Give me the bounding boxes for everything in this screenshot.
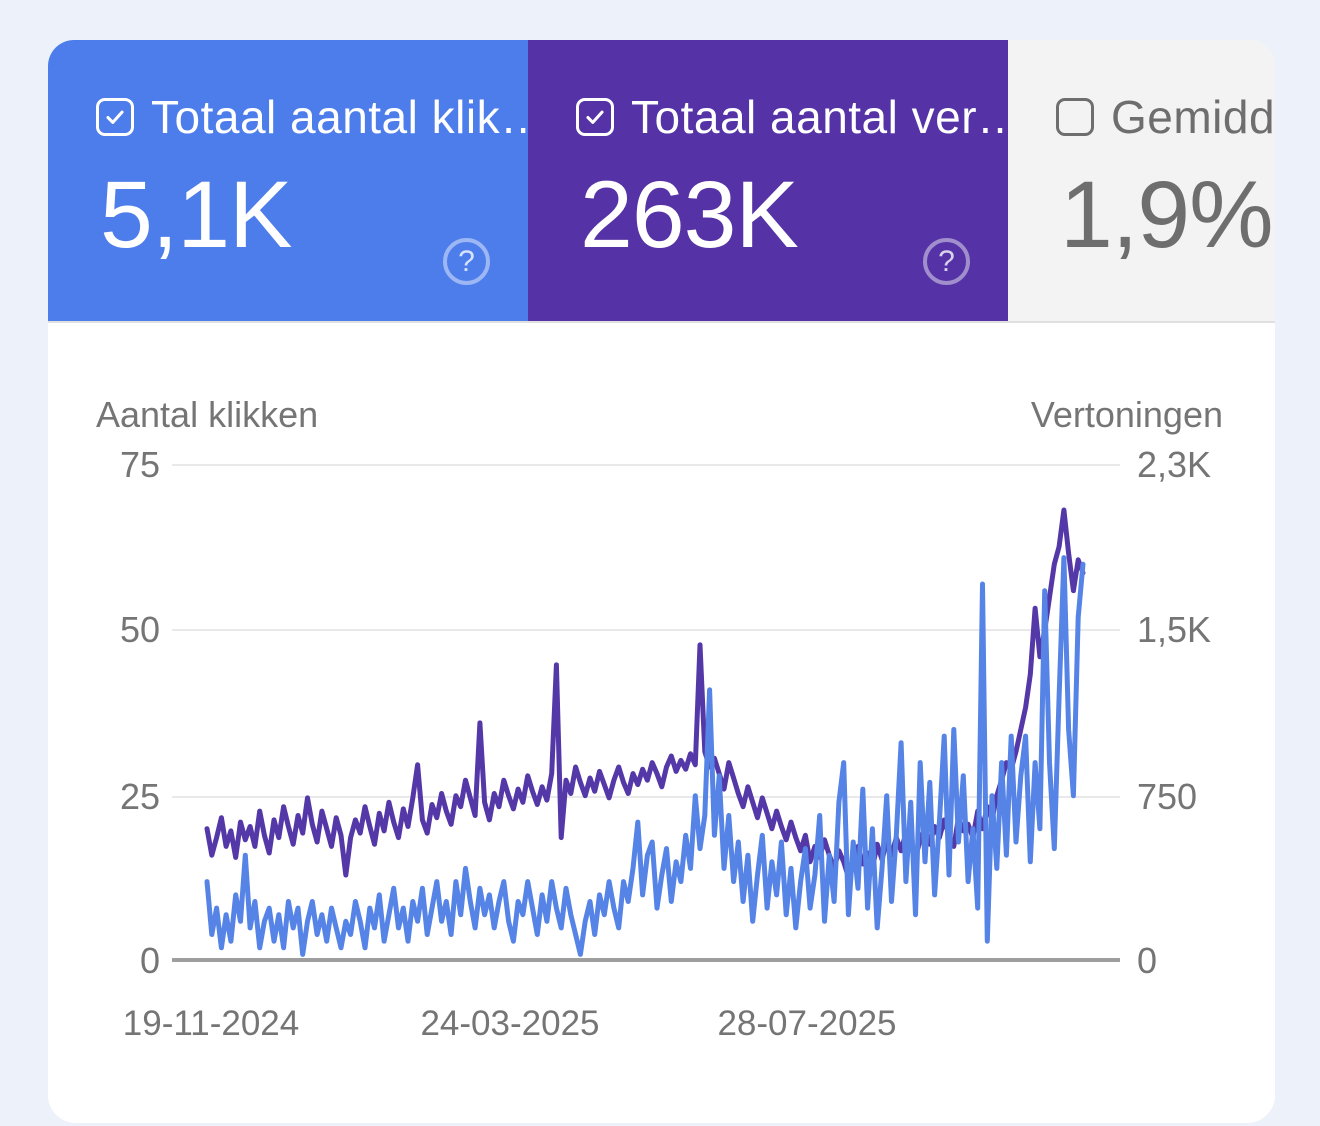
checkmark-icon xyxy=(586,110,604,124)
total-impressions-label: Totaal aantal ver… xyxy=(631,91,1008,143)
card-average-ctr[interactable]: Gemidde 1,9% xyxy=(1008,40,1275,321)
total-clicks-value: 5,1K xyxy=(100,162,292,268)
total-impressions-checkbox[interactable] xyxy=(576,98,614,136)
right-axis-tick: 2,3K xyxy=(1137,444,1212,485)
clicks-line-series xyxy=(204,555,1086,957)
average-ctr-value: 1,9% xyxy=(1060,162,1274,268)
metric-cards-row: Totaal aantal klik… 5,1K ? Totaal aantal… xyxy=(48,40,1275,323)
left-axis-tick: 25 xyxy=(119,776,160,817)
total-clicks-label: Totaal aantal klik… xyxy=(151,91,528,143)
left-axis-tick: 0 xyxy=(139,940,160,981)
x-axis-date-label: 24-03-2025 xyxy=(420,1004,600,1043)
left-axis-title: Aantal klikken xyxy=(96,394,319,435)
help-icon[interactable]: ? xyxy=(443,238,490,285)
right-axis-tick: 750 xyxy=(1137,776,1198,817)
performance-chart: Aantal klikken Vertoningen 75 50 25 0 2,… xyxy=(48,323,1275,1121)
average-ctr-label: Gemidde xyxy=(1111,91,1275,143)
right-axis-tick: 0 xyxy=(1137,940,1158,981)
average-ctr-checkbox[interactable] xyxy=(1056,98,1094,136)
chart-plot-area[interactable] xyxy=(48,323,1275,1121)
right-axis-title: Vertoningen xyxy=(1030,394,1223,435)
total-impressions-value: 263K xyxy=(580,162,799,268)
card-total-clicks-header: Totaal aantal klik… xyxy=(96,94,528,140)
card-average-ctr-header: Gemidde xyxy=(1056,94,1275,140)
card-total-impressions-header: Totaal aantal ver… xyxy=(576,94,1008,140)
performance-panel: Totaal aantal klik… 5,1K ? Totaal aantal… xyxy=(48,40,1275,1123)
left-axis-tick: 75 xyxy=(119,444,160,485)
total-clicks-checkbox[interactable] xyxy=(96,98,134,136)
right-axis-tick: 1,5K xyxy=(1137,609,1212,650)
card-total-clicks[interactable]: Totaal aantal klik… 5,1K ? xyxy=(48,40,528,321)
card-total-impressions[interactable]: Totaal aantal ver… 263K ? xyxy=(528,40,1008,321)
help-icon[interactable]: ? xyxy=(923,238,970,285)
checkmark-icon xyxy=(106,110,124,124)
x-axis-date-label: 28-07-2025 xyxy=(717,1004,897,1043)
x-axis-date-label: 19-11-2024 xyxy=(122,1004,300,1043)
left-axis-tick: 50 xyxy=(119,609,160,650)
